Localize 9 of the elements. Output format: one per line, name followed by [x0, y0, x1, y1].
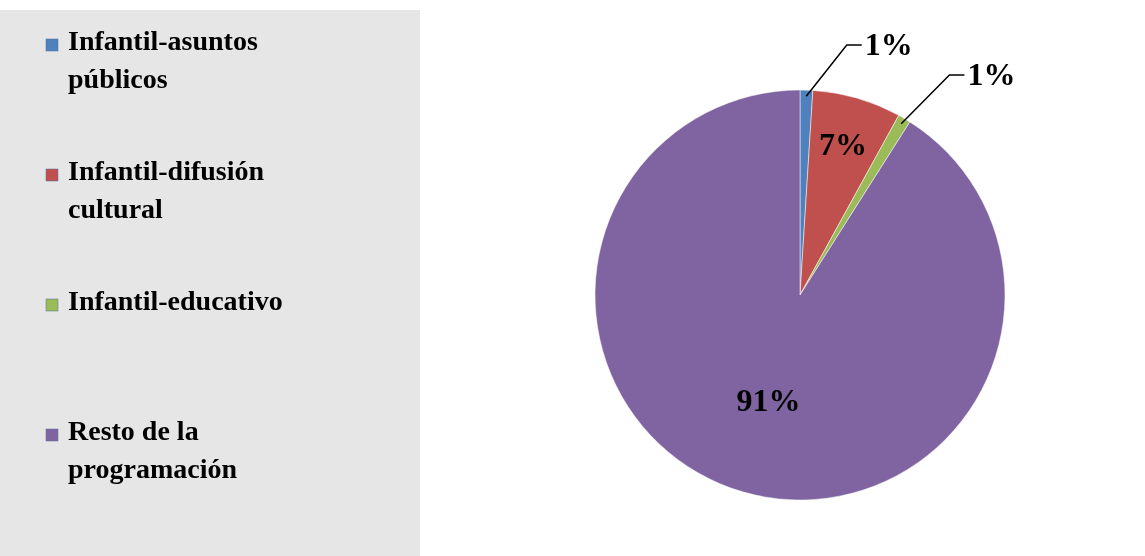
pie-slice	[594, 89, 1006, 501]
data-label: 7%	[818, 125, 867, 162]
data-label: 1%	[967, 55, 1016, 92]
data-label: 91%	[736, 381, 801, 418]
legend-label: Infantil-asuntos públicos	[68, 25, 258, 94]
legend-label: Infantil-difusión cultural	[68, 155, 265, 224]
data-label: 1%	[864, 26, 913, 63]
legend-label: Infantil-educativo	[68, 285, 283, 316]
legend-label: Resto de la programación	[68, 415, 238, 484]
